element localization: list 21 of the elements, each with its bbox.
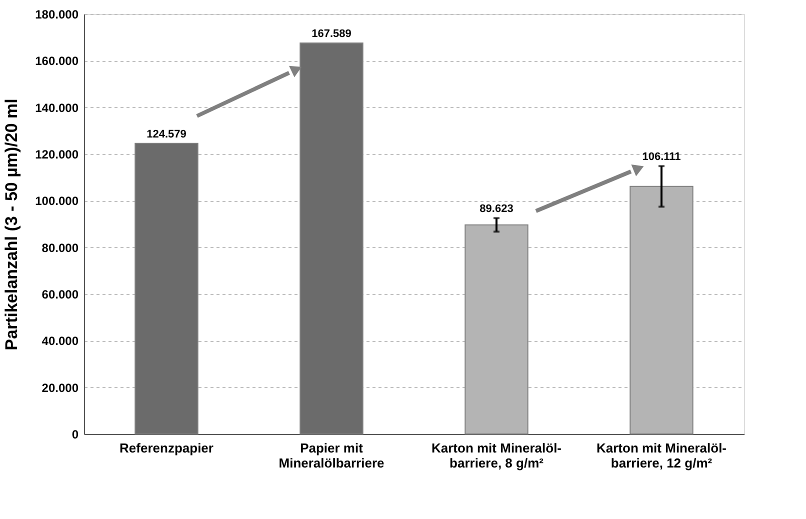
data-label: 89.623 (480, 203, 514, 216)
data-label: 106.111 (642, 151, 681, 164)
x-tick-label: Karton mit Mineralöl-barriere, 12 g/m² (596, 440, 727, 470)
x-tick-label: Karton mit Mineralöl-barriere, 8 g/m² (431, 440, 562, 470)
y-tick-label: 80.000 (42, 240, 79, 255)
y-axis-title: Partikelanzahl (3 - 50 µm)/20 ml (2, 98, 22, 350)
y-tick-label: 20.000 (42, 380, 79, 395)
x-tick-label: Referenzpapier (120, 440, 214, 456)
y-tick-label: 0 (72, 428, 79, 442)
y-tick-label: 120.000 (35, 148, 79, 162)
y-tick-label: 180.000 (35, 8, 79, 22)
bar (630, 186, 694, 434)
data-label: 124.579 (146, 128, 186, 140)
y-tick-label: 40.000 (42, 334, 79, 348)
data-label: 167.589 (312, 28, 352, 40)
x-tick-label: Papier mit Mineralölbarriere (278, 440, 384, 470)
y-tick-label: 140.000 (35, 100, 79, 115)
bar (134, 142, 198, 434)
y-tick-label: 100.000 (35, 194, 79, 208)
y-tick-label: 160.000 (35, 54, 79, 68)
y-tick-label: 60.000 (42, 288, 79, 302)
